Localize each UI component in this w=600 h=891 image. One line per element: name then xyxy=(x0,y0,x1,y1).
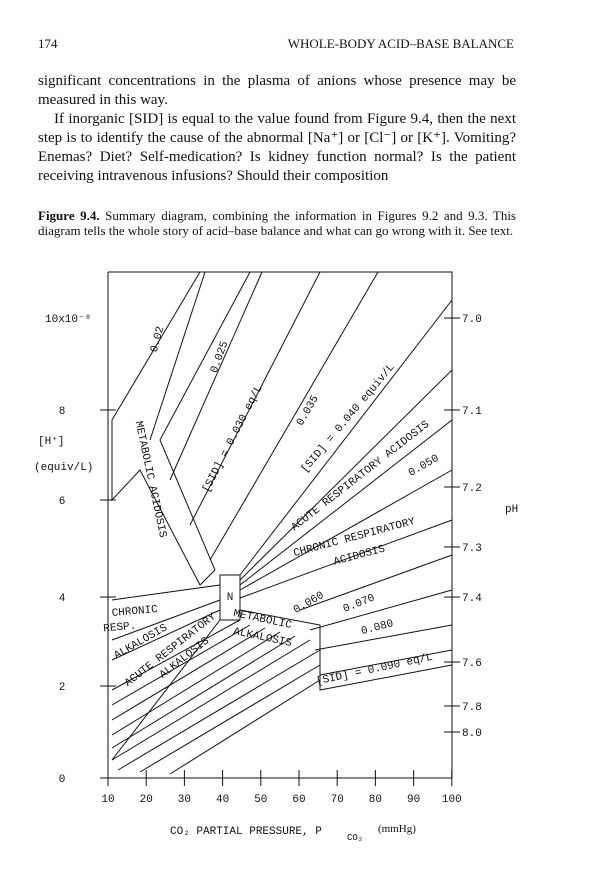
y-unit: (equiv/L) xyxy=(34,462,93,474)
x-tick-label: 60 xyxy=(292,794,305,806)
ph-tick-label: 8.0 xyxy=(462,728,482,740)
y-tick-label: 0 xyxy=(59,774,66,786)
region-label: RESP. xyxy=(103,621,137,636)
ph-tick-label: 7.2 xyxy=(462,483,482,495)
caption-text: Summary diagram, combining the informati… xyxy=(38,208,516,238)
ph-tick-label: 7.8 xyxy=(462,702,482,714)
x-label: CO₂ PARTIAL PRESSURE, P xyxy=(170,826,322,838)
x-tick-label: 40 xyxy=(216,794,229,806)
ph-tick-label: 7.0 xyxy=(462,314,482,326)
caption: Figure 9.4. Summary diagram, combining t… xyxy=(38,208,516,238)
region-label: N xyxy=(227,592,234,604)
line-label: 0.025 xyxy=(209,340,232,375)
y-tick-label: 6 xyxy=(59,496,66,508)
page-number: 174 xyxy=(38,36,58,51)
line-label: 0.02 xyxy=(149,325,167,354)
x-tick-label: 30 xyxy=(178,794,191,806)
x-tick-label: 70 xyxy=(331,794,344,806)
x-tick-label: 100 xyxy=(442,794,462,806)
x-unit: (mmHg) xyxy=(378,823,416,835)
diagram-lines xyxy=(107,271,453,779)
ph-tick-label: 7.3 xyxy=(462,543,482,555)
x-label-sub: CO₂ xyxy=(347,833,363,843)
running-head: WHOLE-BODY ACID–BASE BALANCE xyxy=(287,36,514,51)
line-label: [SID] = 0.090 eq/L xyxy=(315,652,434,688)
ph-label: pH xyxy=(505,504,518,516)
ph-tick-label: 7.1 xyxy=(462,406,482,418)
region-label: METABOLIC ACIDOSIS xyxy=(132,420,169,539)
caption-label: Figure 9.4. xyxy=(38,208,100,223)
y-multiplier: 10x10⁻⁸ xyxy=(45,314,91,326)
region-label: CHRONIC xyxy=(111,604,158,620)
y-label: [H⁺] xyxy=(38,436,64,448)
ph-tick-label: 7.6 xyxy=(462,658,482,670)
paragraph: significant concentrations in the plasma… xyxy=(38,73,516,108)
line-label: 0.060 xyxy=(292,590,327,617)
paragraph: If inorganic [SID] is equal to the value… xyxy=(38,111,516,184)
line-label: 0.050 xyxy=(407,453,442,480)
line-label: 0.035 xyxy=(295,394,322,429)
x-tick-label: 20 xyxy=(140,794,153,806)
line-label: 0.080 xyxy=(360,618,395,638)
ph-tick-label: 7.4 xyxy=(462,593,482,605)
line-label: [SID] = 0.030 eq/L xyxy=(201,383,266,494)
x-tick-label: 50 xyxy=(254,794,267,806)
y-tick-label: 2 xyxy=(59,682,66,694)
x-tick-label: 10 xyxy=(101,794,114,806)
y-tick-label: 4 xyxy=(59,593,66,605)
y-tick-label: 8 xyxy=(59,406,66,418)
x-tick-label: 80 xyxy=(369,794,382,806)
x-tick-label: 90 xyxy=(407,794,420,806)
